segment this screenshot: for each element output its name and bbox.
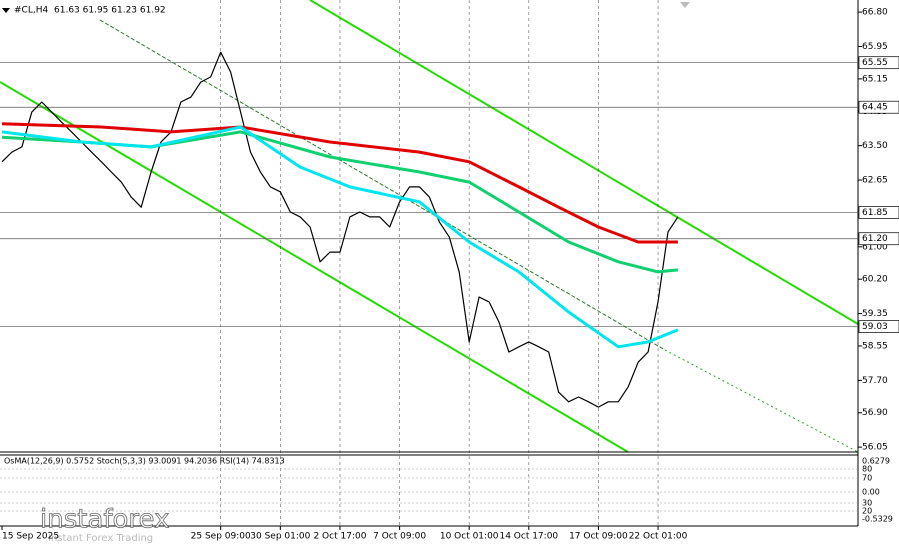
x-tick-label: 22 Oct 01:00 (629, 532, 688, 542)
series-line (1, 51, 679, 408)
x-tick-label: 25 Sep 09:00 (191, 532, 251, 542)
watermark-brand: instaforex (40, 505, 169, 535)
y-tick-label: 56.05 (862, 443, 888, 453)
level-label: 61.20 (862, 234, 888, 244)
level-box (858, 56, 899, 70)
level-box (858, 100, 899, 114)
y-tick-label: 65.15 (862, 74, 888, 84)
watermark-tagline: Instant Forex Trading (48, 533, 153, 544)
y-tick-label: 66.80 (862, 8, 888, 18)
indicator-scale-label: 0.6279 (862, 457, 890, 466)
indicator-scale-label: 30 (862, 499, 872, 508)
y-tick-label: 60.20 (862, 275, 888, 285)
level-label: 64.45 (862, 103, 888, 113)
x-tick-label: 30 Sep 01:00 (250, 532, 310, 542)
level-box (858, 206, 899, 219)
x-tick-label: 7 Oct 09:00 (373, 532, 426, 542)
y-tick-label: 65.95 (862, 42, 888, 52)
indicator-scale-label: 70 (862, 474, 872, 483)
indicator-title: OsMA(12,26,9) 0.5752 Stoch(5,3,3) 93.009… (4, 457, 285, 466)
level-label: 65.55 (862, 58, 888, 68)
y-tick-label: 62.65 (862, 176, 888, 186)
indicator-scale-label: 20 (862, 507, 872, 516)
indicator-scale-label: -0.5329 (862, 515, 893, 524)
level-label: 61.85 (862, 208, 888, 218)
x-tick-label: 15 Sep 2025 (2, 532, 59, 542)
series-line (1, 122, 678, 244)
x-tick-label: 14 Oct 17:00 (499, 532, 558, 542)
x-tick-label: 10 Oct 01:00 (440, 532, 499, 542)
x-tick-label: 2 Oct 17:00 (313, 532, 366, 542)
x-tick-label: 17 Oct 09:00 (569, 532, 628, 542)
indicator-scale-label: 0.00 (862, 488, 880, 497)
series-line (1, 125, 679, 349)
y-tick-label: 58.55 (862, 341, 888, 351)
level-label: 59.03 (862, 322, 888, 332)
ohlc: 61.63 61.95 61.23 61.92 (54, 6, 166, 16)
level-box (858, 320, 899, 333)
y-tick-label: 61.00 (862, 242, 888, 252)
y-tick-label: 56.90 (862, 408, 888, 418)
y-tick-label: 63.50 (862, 141, 888, 151)
level-box (858, 232, 899, 246)
chart-title: #CL,H4 (14, 6, 48, 16)
y-tick-label: 59.35 (862, 309, 888, 319)
indicator-scale-label: 80 (862, 465, 872, 474)
y-tick-label: 57.70 (862, 376, 888, 386)
